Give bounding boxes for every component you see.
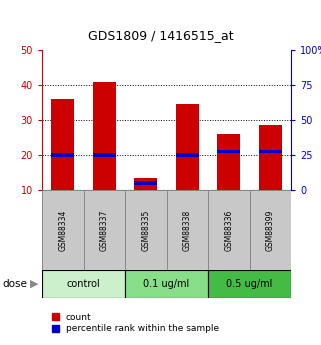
Text: GSM88337: GSM88337 [100, 209, 109, 251]
Text: GDS1809 / 1416515_at: GDS1809 / 1416515_at [88, 29, 233, 42]
Text: GSM88399: GSM88399 [266, 209, 275, 251]
Bar [125, 270, 208, 298]
Bar [51, 99, 74, 190]
Bar [208, 270, 291, 298]
Bar [259, 125, 282, 190]
Bar [42, 270, 125, 298]
Bar [42, 190, 83, 270]
Text: 0.1 ug/ml: 0.1 ug/ml [143, 279, 190, 289]
Text: GSM88336: GSM88336 [224, 209, 233, 251]
Text: GSM88338: GSM88338 [183, 209, 192, 250]
Bar [249, 190, 291, 270]
Text: GSM88335: GSM88335 [141, 209, 150, 251]
Bar [167, 190, 208, 270]
Legend: count, percentile rank within the sample: count, percentile rank within the sample [51, 313, 219, 334]
Text: ▶: ▶ [30, 279, 39, 289]
Bar [217, 150, 240, 153]
Text: dose: dose [2, 279, 27, 289]
Bar [134, 178, 157, 190]
Bar [51, 153, 74, 157]
Bar [259, 150, 282, 153]
Bar [176, 104, 199, 190]
Text: GSM88334: GSM88334 [58, 209, 67, 251]
Bar [93, 153, 116, 157]
Text: control: control [67, 279, 100, 289]
Bar [176, 153, 199, 157]
Bar [93, 81, 116, 190]
Bar [83, 190, 125, 270]
Bar [134, 181, 157, 185]
Bar [125, 190, 167, 270]
Bar [217, 134, 240, 190]
Text: 0.5 ug/ml: 0.5 ug/ml [226, 279, 273, 289]
Bar [208, 190, 249, 270]
